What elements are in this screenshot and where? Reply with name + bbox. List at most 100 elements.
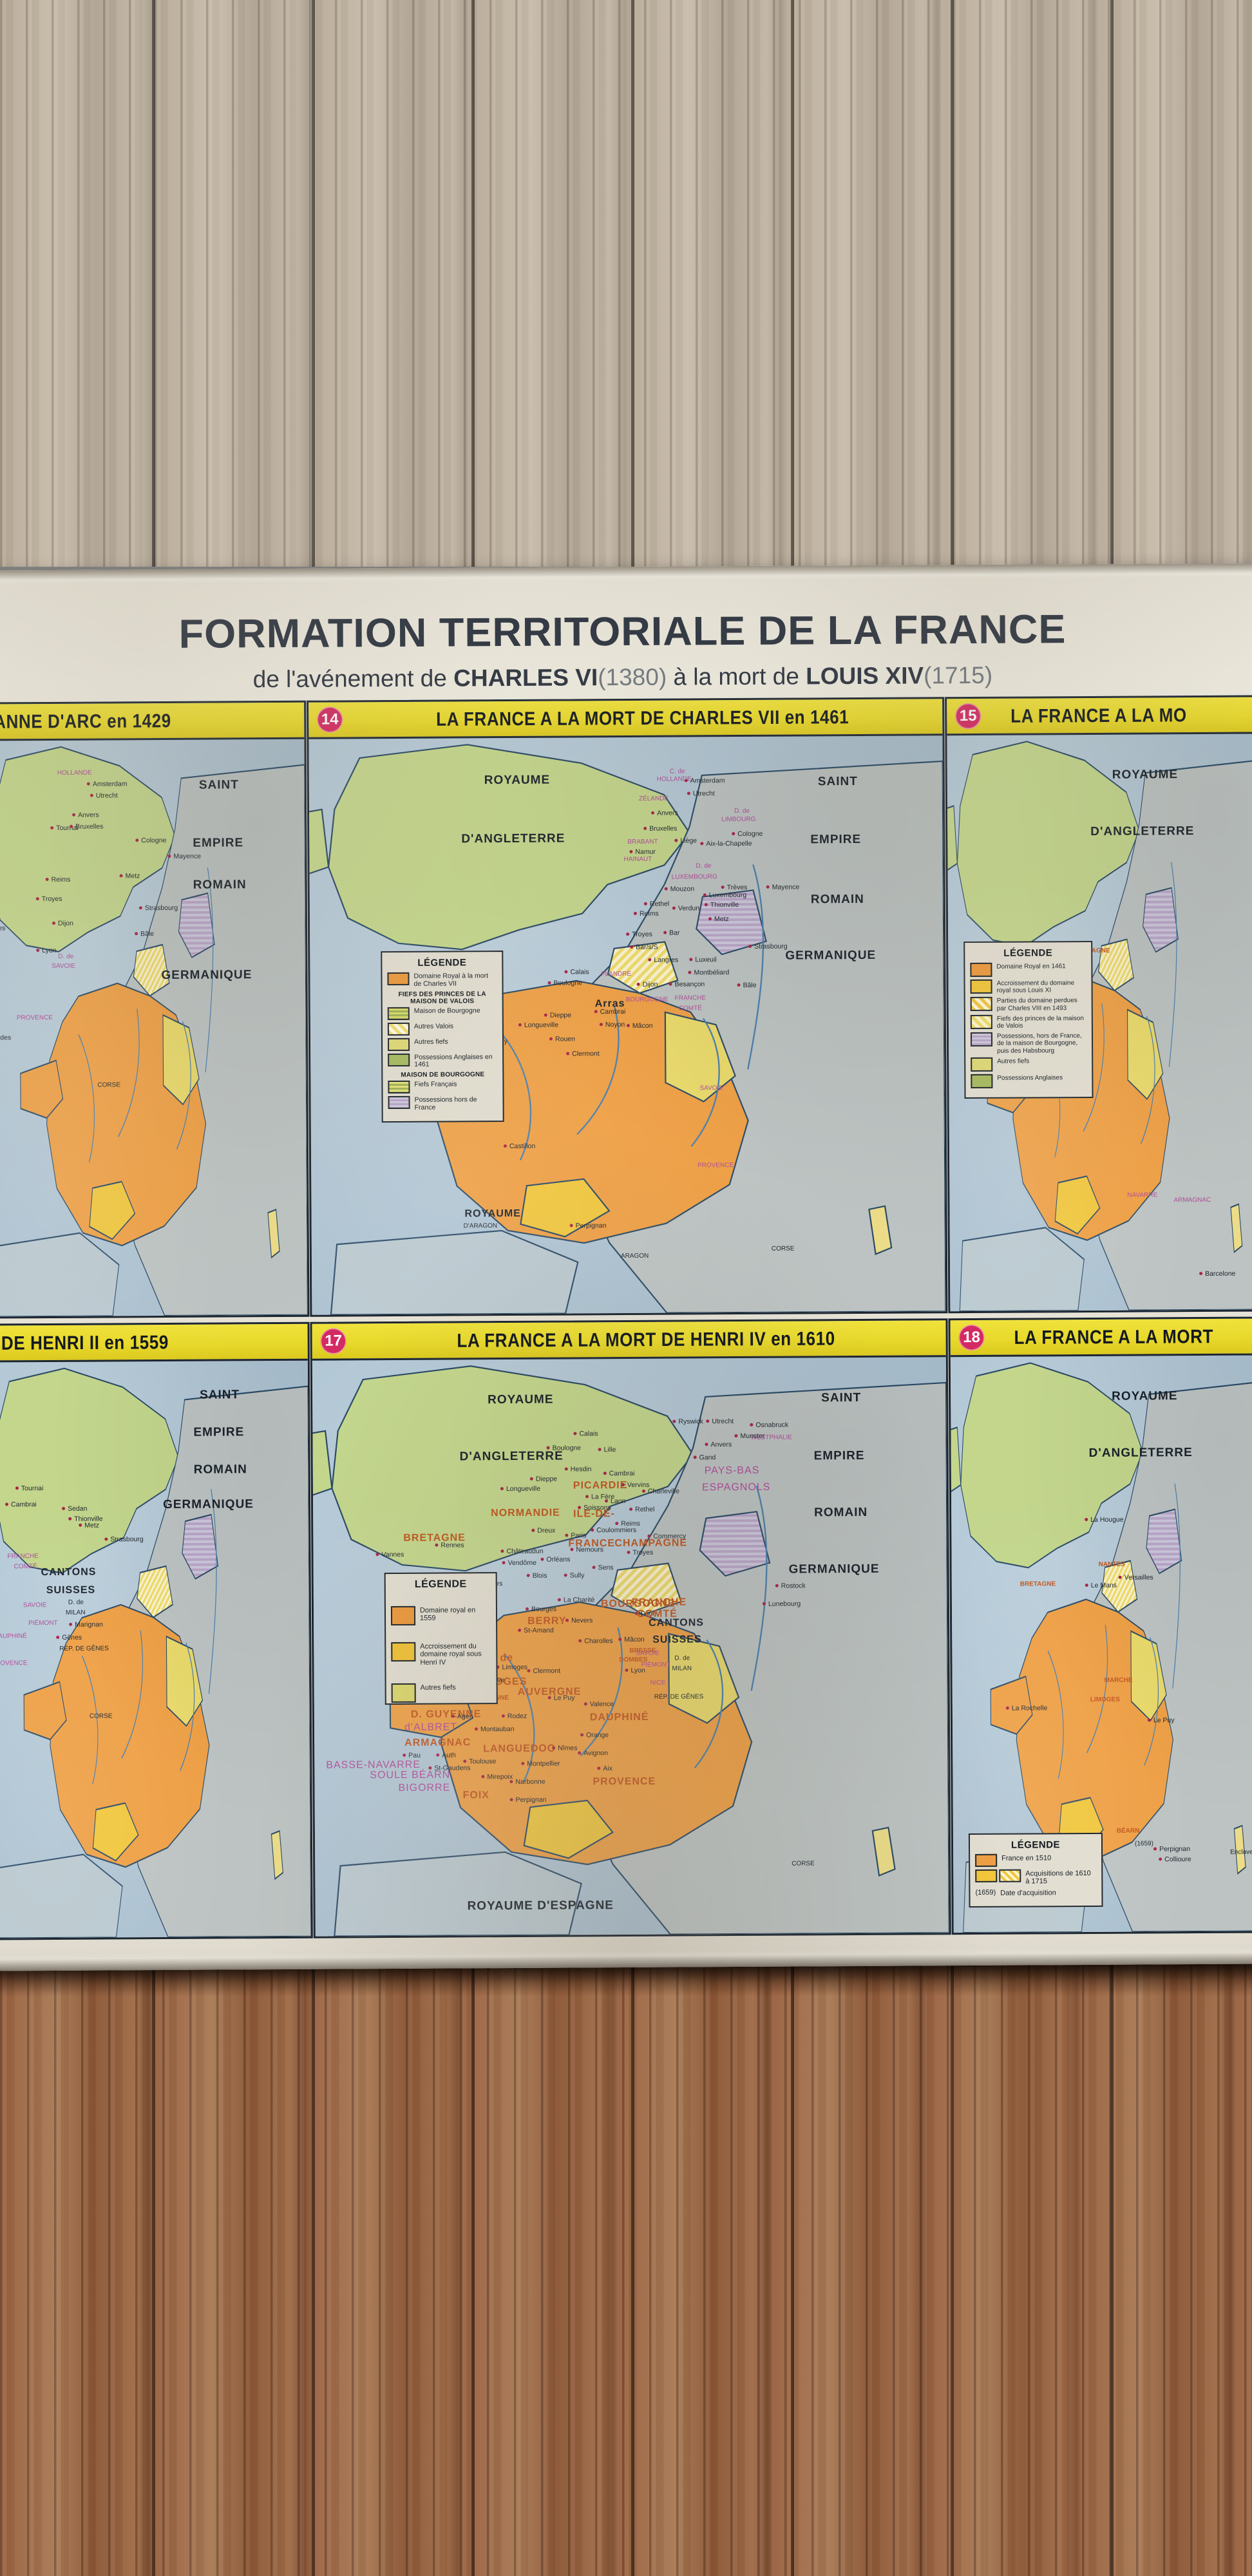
legend-title: LÉGENDE (1003, 947, 1053, 959)
wood-fence-top (0, 0, 1252, 567)
map-panel-14[interactable]: 14 LA FRANCE A LA MORT DE CHARLES VII en … (307, 697, 948, 1317)
legend-item-label: France en 1510 (1001, 1854, 1052, 1862)
legend-item-label: Domaine Royal en 1461 (996, 963, 1066, 971)
panel-title: LA FRANCE A LA MORT (1014, 1325, 1214, 1349)
panel-number-badge: 15 (955, 703, 982, 730)
legend-color-swatch (970, 997, 992, 1012)
legend-color-swatch (970, 979, 992, 994)
legend-row: Domaine royal en 1559 (390, 1605, 491, 1626)
legend-item-label: Possessions Anglaises en 1461 (414, 1052, 493, 1069)
legend-color-swatch (999, 1869, 1021, 1882)
legend-date-code: (1659) (975, 1888, 996, 1897)
legend-color-swatch (975, 1869, 998, 1882)
legend-row: Fiefs Français (388, 1080, 497, 1094)
legend-color-swatch (970, 1014, 992, 1029)
legend-row: Acquisitions de 1610 à 1715 (975, 1869, 1096, 1886)
legend-item-label: Possessions, hors de France, de la maiso… (996, 1032, 1082, 1055)
legend-color-swatch (391, 1642, 416, 1662)
legend-item-label: Parties du domaine perdues par Charles V… (996, 997, 1077, 1012)
legend-row: France en 1510 (975, 1853, 1096, 1867)
legend-section-heading: MAISON DE BOURGOGNE (401, 1071, 485, 1079)
legend-item-label: Autres fiefs (997, 1057, 1030, 1065)
legend-row: Possessions Anglaises en 1461 (388, 1053, 497, 1069)
panel-title: EANNE D'ARC en 1429 (0, 709, 171, 733)
panel-map-area: ROYAUME D'ANGLETERRE La Hougue BRETAGNE NANT… (950, 1355, 1252, 1933)
legend-color-swatch (387, 972, 410, 986)
legend-color-swatch (970, 962, 992, 978)
panel-header-banner: EANNE D'ARC en 1429 (0, 702, 305, 741)
legend-section-heading: FIEFS DES PRINCES DE LA MAISON DE VALOIS (398, 990, 486, 1005)
legend-color-swatch (387, 1007, 410, 1020)
plank-seams-top (0, 0, 1252, 567)
panel-title: LA FRANCE A LA MORT DE CHARLES VII en 14… (436, 705, 849, 730)
map-legend: LÉGENDE Domaine Royal en 1461 Accroissemen… (963, 940, 1094, 1099)
legend-item-label: Domaine royal en 1559 (419, 1606, 476, 1623)
panel-map-area: SAINT EMPIRE ROMAIN GERMANIQUE Tournai Cambra… (0, 1360, 311, 1938)
legend-color-swatch (971, 1074, 993, 1088)
legend-row: Possessions Anglaises (971, 1074, 1086, 1088)
legend-color-swatch (971, 1057, 993, 1072)
legend-row: Autres fiefs (971, 1057, 1086, 1072)
legend-item-label: Accroissement du domaine royal sous Loui… (996, 980, 1075, 994)
panel-map-area: SAINT EMPIRE ROMAIN GERMANIQUE HOLLANDE Amste… (0, 739, 308, 1317)
legend-item-label: Date d'acquisition (1000, 1888, 1056, 1897)
panel-number-badge: 18 (958, 1324, 985, 1351)
legend-color-swatch (390, 1605, 416, 1626)
legend-item-label: Autres fiefs (414, 1037, 448, 1046)
legend-item-label: Fiefs des princes de la maison de Valois (996, 1014, 1084, 1030)
panel-map-area: ROYAUMED'ANGLETERREBRETAGNENAVARREARMAGN… (947, 734, 1252, 1312)
legend-row: Fiefs des princes de la maison de Valois (970, 1014, 1086, 1030)
legend-color-swatch (388, 1037, 410, 1051)
panel-header-banner: T DE HENRI II en 1559 (0, 1323, 308, 1363)
panel-header-banner: 15 LA FRANCE A LA MO (947, 697, 1252, 736)
legend-color-swatch (388, 1095, 410, 1110)
poster-title-block: FORMATION TERRITORIALE DE LA FRANCE de l… (0, 563, 1252, 713)
map-panel-grid: EANNE D'ARC en 1429 SAINT EMPIRE ROMAIN GERM… (0, 695, 1252, 1940)
map-panel-18[interactable]: 18 LA FRANCE A LA MORT ROYAUME D'ANGLETERRE… (948, 1316, 1252, 1935)
wood-fence-bottom (0, 1959, 1252, 2576)
legend-item-label: Possessions hors de France (414, 1095, 477, 1112)
legend-item-label: Autres Valois (413, 1021, 454, 1030)
plank-seams-bottom (0, 1959, 1252, 2576)
panel-number-badge: 17 (320, 1328, 346, 1354)
panel-header-banner: 17 LA FRANCE A LA MORT DE HENRI IV en 161… (312, 1320, 946, 1361)
legend-row: Autres fiefs (388, 1037, 497, 1051)
map-legend: LÉGENDE Domaine Royal à la mort de Charle… (381, 951, 504, 1122)
legend-row: Domaine Royal à la mort de Charles VII (387, 972, 497, 988)
legend-item-label: Fiefs Français (414, 1080, 457, 1088)
panel-header-banner: 18 LA FRANCE A LA MORT (950, 1318, 1252, 1358)
legend-color-swatch (970, 1032, 993, 1047)
legend-row: Possessions hors de France (388, 1095, 498, 1112)
legend-item-label: Possessions Anglaises (997, 1074, 1063, 1082)
legend-row: Maison de Bourgogne (387, 1007, 497, 1020)
map-panel-15[interactable]: 15 LA FRANCE A LA MO ROYAUMED'ANGLETERREBR… (945, 695, 1252, 1314)
map-legend: LÉGENDE Domaine royal en 1559 Accroissemen… (384, 1572, 498, 1705)
legend-row: Autres Valois (387, 1021, 497, 1036)
legend-color-swatch (388, 1053, 410, 1066)
map-panel-16[interactable]: T DE HENRI II en 1559 SAINT EMPIRE ROMAIN GE… (0, 1321, 313, 1940)
legend-row: Possessions, hors de France, de la maiso… (970, 1032, 1086, 1055)
map-panel-13[interactable]: EANNE D'ARC en 1429 SAINT EMPIRE ROMAIN GERM… (0, 700, 310, 1319)
legend-row: Parties du domaine perdues par Charles V… (970, 996, 1086, 1012)
legend-row: Autres fiefs (391, 1683, 491, 1703)
panel-number-badge: 14 (317, 706, 343, 733)
legend-title: LÉGENDE (1010, 1839, 1061, 1851)
legend-title: LÉGENDE (417, 957, 467, 969)
legend-color-swatch (387, 1022, 410, 1036)
legend-title: LÉGENDE (414, 1578, 467, 1590)
panel-map-area: ROYAUME D'ANGLETERRE SAINT EMPIRE ROMAIN GERM… (308, 735, 946, 1315)
legend-row: Accroissement du domaine royal sous Henr… (391, 1642, 491, 1667)
legend-color-swatch (388, 1080, 410, 1094)
map-legend: LÉGENDE France en 1510 Acquisitions de 161… (968, 1832, 1103, 1908)
panel-title: LA FRANCE A LA MORT DE HENRI IV en 1610 (457, 1327, 835, 1352)
legend-item-label: Accroissement du domaine royal sous Henr… (420, 1642, 482, 1667)
panel-title: T DE HENRI II en 1559 (0, 1331, 169, 1354)
panel-map-area: ROYAUME D'ANGLETERRE SAINT EMPIRE ROMAIN GERM… (312, 1357, 949, 1937)
map-panel-17[interactable]: 17 LA FRANCE A LA MORT DE HENRI IV en 161… (310, 1318, 951, 1938)
panel-title: LA FRANCE A LA MO (1010, 703, 1187, 727)
legend-row: Accroissement du domaine royal sous Loui… (970, 979, 1086, 994)
legend-item-label: Domaine Royal à la mort de Charles VII (413, 972, 489, 988)
wall-map-poster: FORMATION TERRITORIALE DE LA FRANCE de l… (0, 563, 1252, 1971)
legend-item-label: Acquisitions de 1610 à 1715 (1025, 1869, 1091, 1886)
